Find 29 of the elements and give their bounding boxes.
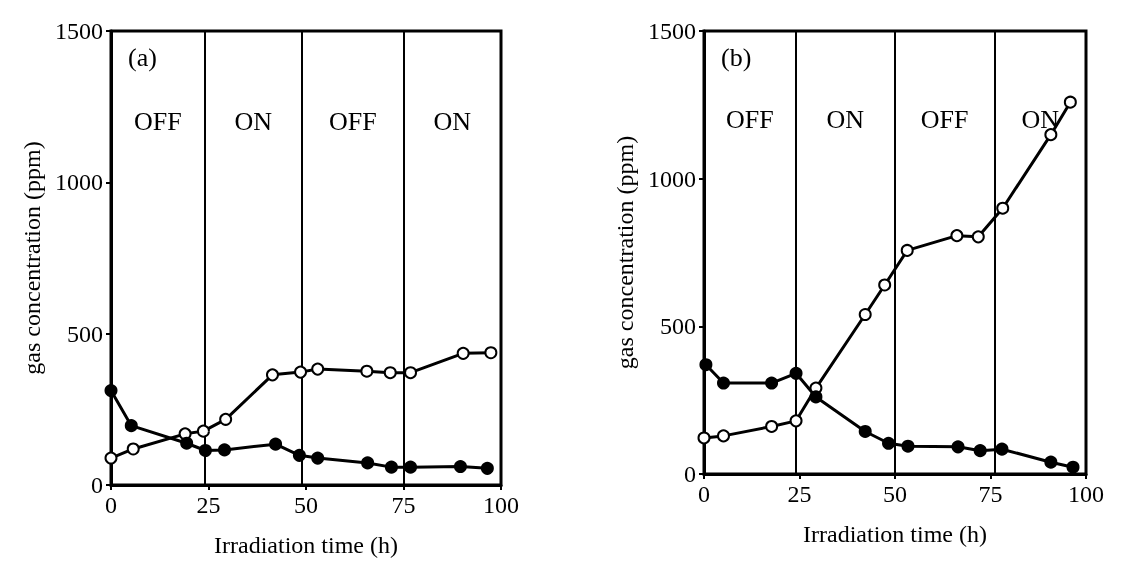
annotation: OFF — [328, 107, 377, 137]
y-tick-label: 1000 — [55, 169, 103, 196]
x-tick-label: 25 — [787, 481, 812, 507]
x-tick-label: 50 — [883, 481, 907, 507]
y-tick-label: 1500 — [55, 18, 103, 44]
x-tick-label: 100 — [1068, 481, 1104, 507]
annotation: OFF — [133, 107, 182, 137]
y-axis-title: gas concentration (ppm) — [19, 141, 46, 375]
y-tick-label: 0 — [684, 461, 696, 487]
y-axis-title: gas concentration (ppm) — [612, 135, 639, 370]
y-tick-label: 1500 — [648, 18, 696, 44]
annotation: ON — [826, 105, 865, 135]
y-tick-label: 1000 — [648, 165, 696, 192]
annotation: OFF — [920, 105, 969, 135]
chart-title: (a) — [128, 42, 157, 72]
annotation: ON — [234, 107, 273, 137]
y-tick-label: 500 — [660, 313, 696, 340]
x-tick-label: 75 — [391, 492, 416, 518]
x-axis-title: Irradiation time (h) — [803, 521, 987, 547]
x-axis-title: Irradiation time (h) — [214, 532, 398, 558]
annotation: ON — [1021, 105, 1060, 135]
chart-title: (b) — [721, 42, 752, 72]
annotation: OFF — [725, 105, 774, 135]
x-tick-label: 50 — [294, 492, 318, 518]
annotation: ON — [433, 107, 472, 137]
x-tick-label: 100 — [483, 492, 519, 518]
y-tick-label: 500 — [67, 320, 103, 347]
x-tick-label: 75 — [978, 481, 1003, 507]
x-tick-label: 25 — [196, 492, 221, 518]
